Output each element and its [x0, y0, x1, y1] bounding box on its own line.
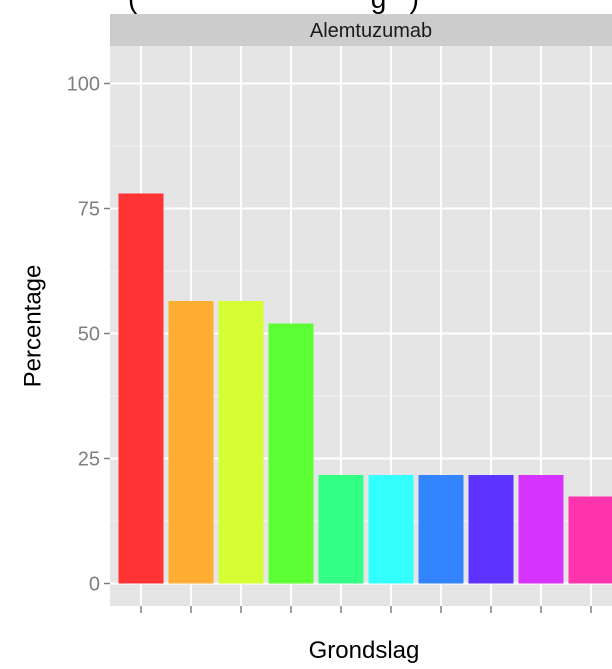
x-axis: [140, 606, 592, 613]
bar: [318, 475, 364, 584]
y-axis: 0 25 50 75 100: [67, 74, 110, 596]
y-tick-label: 75: [78, 199, 100, 221]
bar: [418, 475, 464, 584]
bar: [468, 475, 514, 584]
y-axis-title: Percentage: [19, 265, 46, 388]
facet-strip: [110, 14, 612, 46]
bar: [118, 193, 164, 584]
y-tick-label: 0: [89, 574, 100, 596]
bar: [268, 323, 314, 584]
bar: [518, 475, 564, 584]
y-tick-label: 25: [78, 449, 100, 471]
x-axis-title: Grondslag: [309, 637, 420, 664]
bar: [218, 301, 264, 584]
y-tick-label: 100: [67, 74, 100, 96]
bar: [568, 496, 612, 584]
facet-strip-label: Alemtuzumab: [310, 20, 432, 42]
chart-title-partial: ( g ): [128, 0, 419, 14]
bar: [368, 475, 414, 584]
bars: [118, 193, 612, 584]
bar: [168, 301, 214, 584]
y-tick-label: 50: [78, 324, 100, 346]
